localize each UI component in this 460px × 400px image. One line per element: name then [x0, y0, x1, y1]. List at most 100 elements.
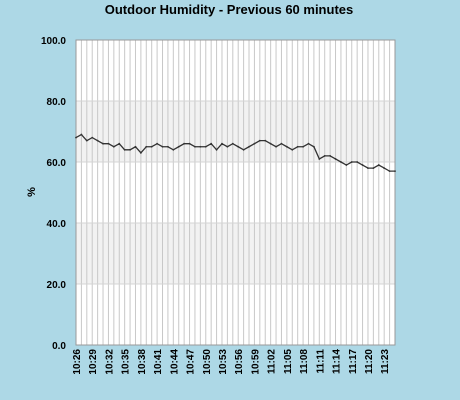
data-point [318, 158, 321, 160]
data-point [194, 145, 196, 148]
plot-band [76, 162, 395, 223]
data-point [150, 145, 153, 148]
data-point [350, 161, 353, 163]
data-point [85, 139, 88, 142]
data-point [296, 145, 299, 148]
data-point [237, 145, 240, 148]
humidity-data-points [75, 133, 396, 173]
plot-border [75, 39, 396, 346]
data-point [226, 145, 229, 148]
data-point [80, 133, 83, 136]
data-point [285, 145, 288, 148]
vertical-gridlines [75, 40, 396, 345]
x-tick-label: 11:17 [348, 349, 359, 374]
data-point [323, 155, 326, 157]
data-point [75, 136, 77, 139]
data-point [172, 148, 175, 151]
data-point [264, 139, 267, 142]
y-tick-label: 100.0 [41, 36, 66, 47]
x-tick-label: 10:38 [137, 349, 148, 375]
data-point [91, 136, 94, 139]
x-tick-label: 10:53 [218, 349, 229, 375]
y-tick-label: 80.0 [47, 97, 67, 108]
x-tick-label: 10:26 [72, 349, 83, 375]
data-point [118, 142, 121, 145]
data-point [107, 142, 110, 145]
data-point [183, 142, 186, 145]
data-point [248, 145, 250, 148]
y-tick-label: 20.0 [47, 280, 67, 291]
data-point [242, 148, 245, 151]
data-point [383, 167, 386, 170]
x-tick-label: 10:47 [186, 349, 197, 375]
data-point [123, 148, 126, 151]
data-point [275, 145, 277, 148]
data-point [188, 142, 191, 145]
y-tick-label: 0.0 [52, 341, 66, 352]
data-point [394, 170, 396, 173]
y-tick-label: 40.0 [47, 219, 67, 230]
x-tick-label: 11:08 [299, 349, 310, 374]
data-point [334, 158, 337, 160]
x-tick-label: 11:11 [315, 349, 326, 374]
data-point [377, 164, 380, 166]
data-point [291, 148, 294, 151]
x-tick-labels: 10:26 10:29 10:32 10:35 10:38 10:41 10:44 10:47… [72, 349, 391, 375]
data-point [269, 142, 272, 145]
plot-band [76, 284, 395, 345]
data-point [129, 148, 131, 151]
y-axis-label: % [26, 187, 38, 197]
x-tick-label: 10:44 [169, 349, 180, 375]
data-point [177, 145, 180, 148]
data-point [215, 148, 218, 151]
data-point [253, 142, 256, 145]
data-point [161, 145, 164, 148]
data-point [204, 145, 207, 148]
y-tick-label: 60.0 [47, 158, 67, 169]
chart-title: Outdoor Humidity - Previous 60 minutes [105, 2, 353, 17]
data-point [139, 151, 142, 154]
data-point [356, 161, 359, 163]
x-tick-label: 11:02 [267, 349, 278, 374]
data-point [221, 142, 223, 145]
data-point [134, 145, 137, 148]
data-point [312, 145, 315, 148]
data-point [112, 145, 115, 148]
x-tick-label: 11:20 [364, 349, 375, 374]
x-tick-label: 10:29 [88, 349, 99, 375]
data-point [388, 170, 391, 173]
plot-band [76, 40, 395, 101]
plot-band [76, 101, 395, 162]
x-tick-label: 11:14 [332, 349, 343, 374]
plot-bands [76, 40, 395, 345]
data-point [302, 145, 304, 148]
plot-band [76, 223, 395, 284]
data-point [345, 164, 348, 166]
x-tick-label: 10:32 [104, 349, 115, 375]
data-point [372, 167, 375, 170]
x-tick-label: 10:56 [234, 349, 245, 375]
data-point [231, 142, 234, 145]
data-point [96, 139, 99, 142]
data-point [156, 142, 159, 145]
data-point [307, 142, 310, 145]
x-tick-label: 11:23 [380, 349, 391, 374]
data-point [329, 155, 332, 157]
x-tick-label: 10:41 [153, 349, 164, 375]
data-point [102, 142, 104, 145]
data-point [167, 145, 169, 148]
data-point [199, 145, 202, 148]
data-point [367, 167, 369, 170]
data-point [280, 142, 283, 145]
data-point [258, 139, 261, 142]
x-tick-label: 11:05 [283, 349, 294, 374]
data-point [361, 164, 364, 166]
x-tick-label: 10:50 [202, 349, 213, 375]
x-tick-label: 10:35 [121, 349, 132, 375]
data-point [210, 142, 213, 145]
x-tick-label: 10:59 [250, 349, 261, 375]
data-point [145, 145, 148, 148]
y-tick-labels: 0.0 20.0 40.0 60.0 80.0 100.0 [41, 36, 66, 352]
data-point [340, 161, 342, 163]
